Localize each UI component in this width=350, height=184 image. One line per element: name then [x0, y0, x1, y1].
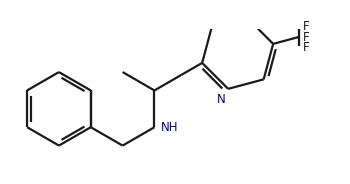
Text: F: F [303, 31, 309, 43]
Text: F: F [303, 41, 309, 54]
Text: NH: NH [161, 121, 179, 134]
Text: N: N [217, 93, 225, 106]
Text: F: F [303, 20, 309, 33]
